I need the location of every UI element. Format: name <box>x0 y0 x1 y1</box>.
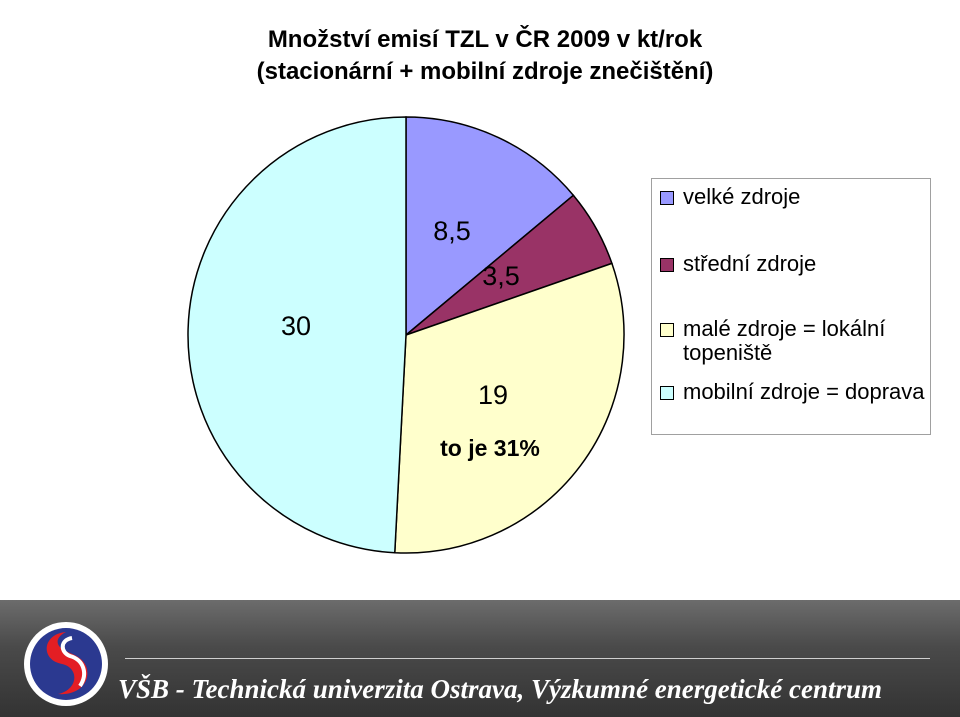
slice-mobilni <box>187 116 407 554</box>
annotation-percent: to je 31% <box>440 435 540 461</box>
data-label-velke: 8,5 <box>433 216 471 246</box>
data-label-stredni: 3,5 <box>482 261 520 291</box>
chart-title: Množství emisí TZL v ČR 2009 v kt/rok <box>267 26 703 53</box>
vsb-logo-icon <box>24 622 108 706</box>
legend-swatch-male <box>660 323 674 337</box>
footer-text: VŠB - Technická univerzita Ostrava, Výzk… <box>118 674 883 704</box>
legend-swatch-velke <box>660 191 674 205</box>
data-label-mobilni: 30 <box>281 311 311 341</box>
footer-banner: VŠB - Technická univerzita Ostrava, Výzk… <box>0 600 960 717</box>
data-label-male: 19 <box>478 380 508 410</box>
legend-label-male: malé zdroje = lokální topeniště <box>683 316 886 365</box>
slice-velke <box>405 116 575 337</box>
legend-swatch-mobilni <box>660 386 674 400</box>
chart-subtitle: (stacionární + mobilní zdroje znečištění… <box>256 58 714 85</box>
legend-label-velke: velké zdroje <box>683 184 801 209</box>
footer-divider <box>125 658 930 659</box>
chart-area: Množství emisí TZL v ČR 2009 v kt/rok (s… <box>187 26 931 554</box>
legend-label-mobilni: mobilní zdroje = doprava <box>683 379 925 404</box>
pie-chart: 8,5 3,5 19 30 to je 31% <box>187 116 625 554</box>
chart-legend: velké zdroje střední zdroje malé zdroje … <box>651 178 931 435</box>
slice-male <box>393 262 625 554</box>
legend-label-stredni: střední zdroje <box>683 251 817 276</box>
legend-swatch-stredni <box>660 258 674 272</box>
